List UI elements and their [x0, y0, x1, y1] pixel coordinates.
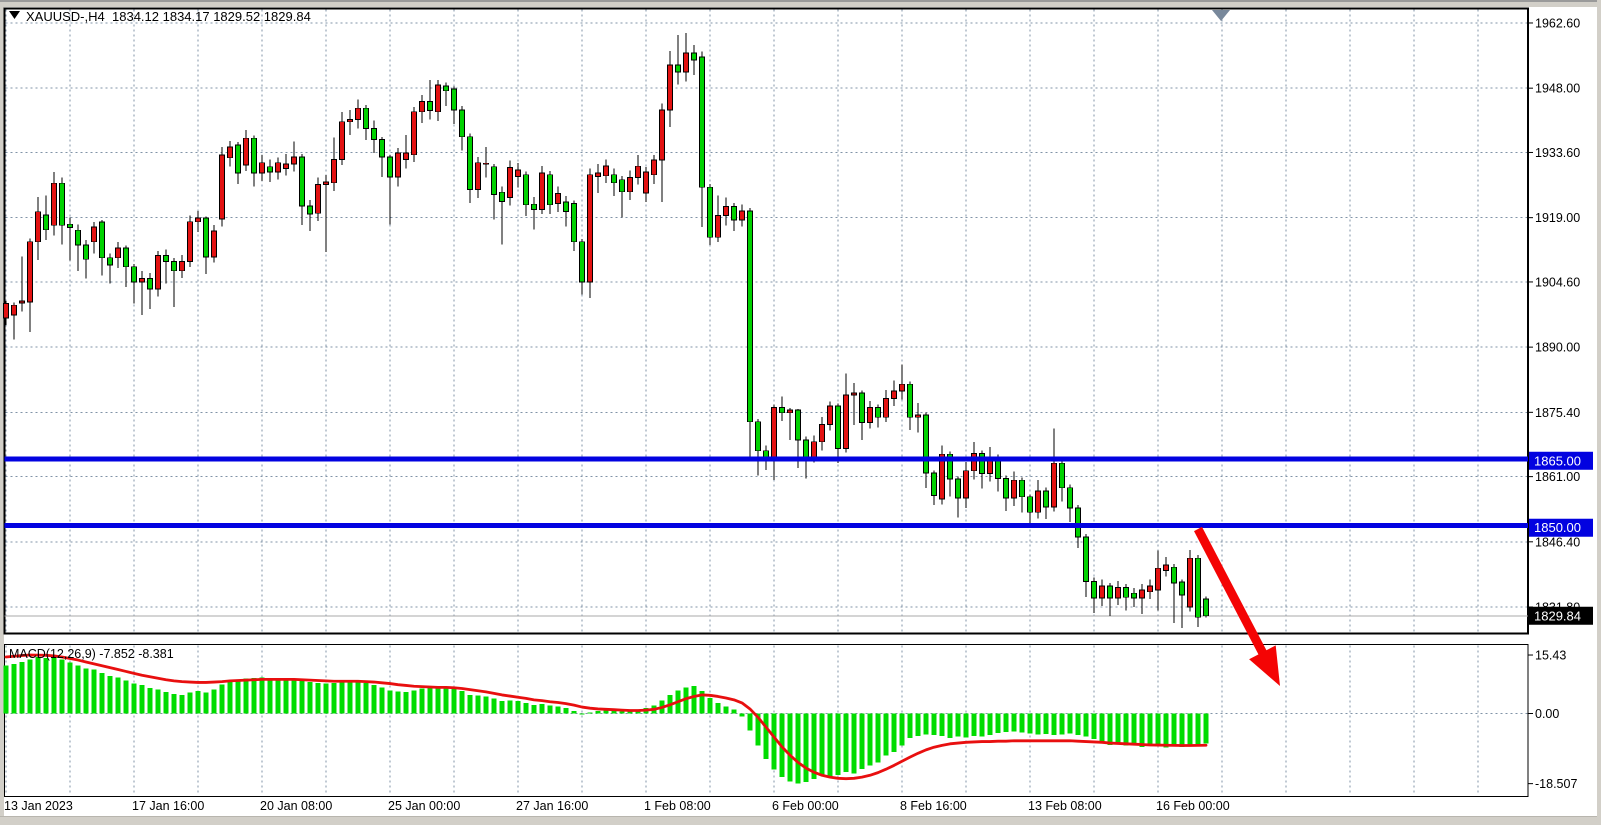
symbol-dropdown-icon[interactable] — [9, 11, 20, 19]
macd-histogram — [3, 657, 1209, 784]
macd-axis-label: 15.43 — [1535, 649, 1566, 663]
macd-axis-label: 0.00 — [1535, 707, 1559, 721]
price-axis[interactable]: 1962.60 1948.00 1933.60 1919.00 1904.60 1890.… — [1528, 16, 1580, 791]
time-axis-label: 16 Feb 00:00 — [1156, 799, 1230, 813]
price-axis-label: 1861.00 — [1535, 470, 1580, 484]
panel-frames — [3, 7, 1529, 798]
time-axis-label: 20 Jan 08:00 — [260, 799, 332, 813]
time-axis-label: 13 Jan 2023 — [4, 799, 73, 813]
sell-signal-arrow[interactable] — [1194, 526, 1280, 686]
time-axis-label: 17 Jan 16:00 — [132, 799, 204, 813]
time-axis[interactable]: 13 Jan 2023 17 Jan 16:00 20 Jan 08:00 25 Ja… — [4, 799, 1230, 813]
price-axis-label: 1933.60 — [1535, 146, 1580, 160]
price-axis-label: 1919.00 — [1535, 211, 1580, 225]
window-top-edge — [0, 0, 1601, 2]
macd-axis-label: -18.507 — [1535, 777, 1577, 791]
time-axis-label: 25 Jan 00:00 — [388, 799, 460, 813]
price-axis-label: 1875.40 — [1535, 406, 1580, 420]
price-badge-1850.00: 1850.00 — [1529, 518, 1593, 537]
price-axis-label: 1962.60 — [1535, 16, 1580, 30]
ohlc-quote-label: 1834.12 1834.17 1829.52 1829.84 — [112, 9, 311, 24]
price-badge-1829.84: 1829.84 — [1529, 606, 1593, 625]
chart-title: XAUUSD-,H4 1834.12 1834.17 1829.52 1829.… — [9, 9, 311, 24]
time-axis-label: 13 Feb 08:00 — [1028, 799, 1102, 813]
price-axis-label: 1948.00 — [1535, 82, 1580, 96]
candlestick-series — [3, 32, 1209, 628]
time-axis-label: 1 Feb 08:00 — [644, 799, 711, 813]
time-axis-label: 27 Jan 16:00 — [516, 799, 588, 813]
svg-text:1850.00: 1850.00 — [1534, 520, 1581, 535]
macd-indicator-label: MACD(12,26,9) -7.852 -8.381 — [9, 647, 174, 661]
price-axis-label: 1904.60 — [1535, 275, 1580, 289]
symbol-period-label: XAUUSD-,H4 — [26, 9, 105, 24]
svg-text:1829.84: 1829.84 — [1534, 608, 1581, 623]
svg-text:1865.00: 1865.00 — [1534, 453, 1581, 468]
macd-signal-line — [4, 653, 1208, 781]
time-axis-label: 8 Feb 16:00 — [900, 799, 967, 813]
chart-shift-marker-icon[interactable] — [1212, 10, 1230, 21]
price-badge-1865.00: 1865.00 — [1529, 451, 1593, 470]
price-axis-label: 1846.40 — [1535, 535, 1580, 549]
horizontal-level-lines[interactable] — [4, 456, 1529, 529]
time-axis-label: 6 Feb 00:00 — [772, 799, 839, 813]
price-axis-label: 1890.00 — [1535, 341, 1580, 355]
price-badges: 1865.00 1850.00 1829.84 — [1529, 451, 1593, 625]
